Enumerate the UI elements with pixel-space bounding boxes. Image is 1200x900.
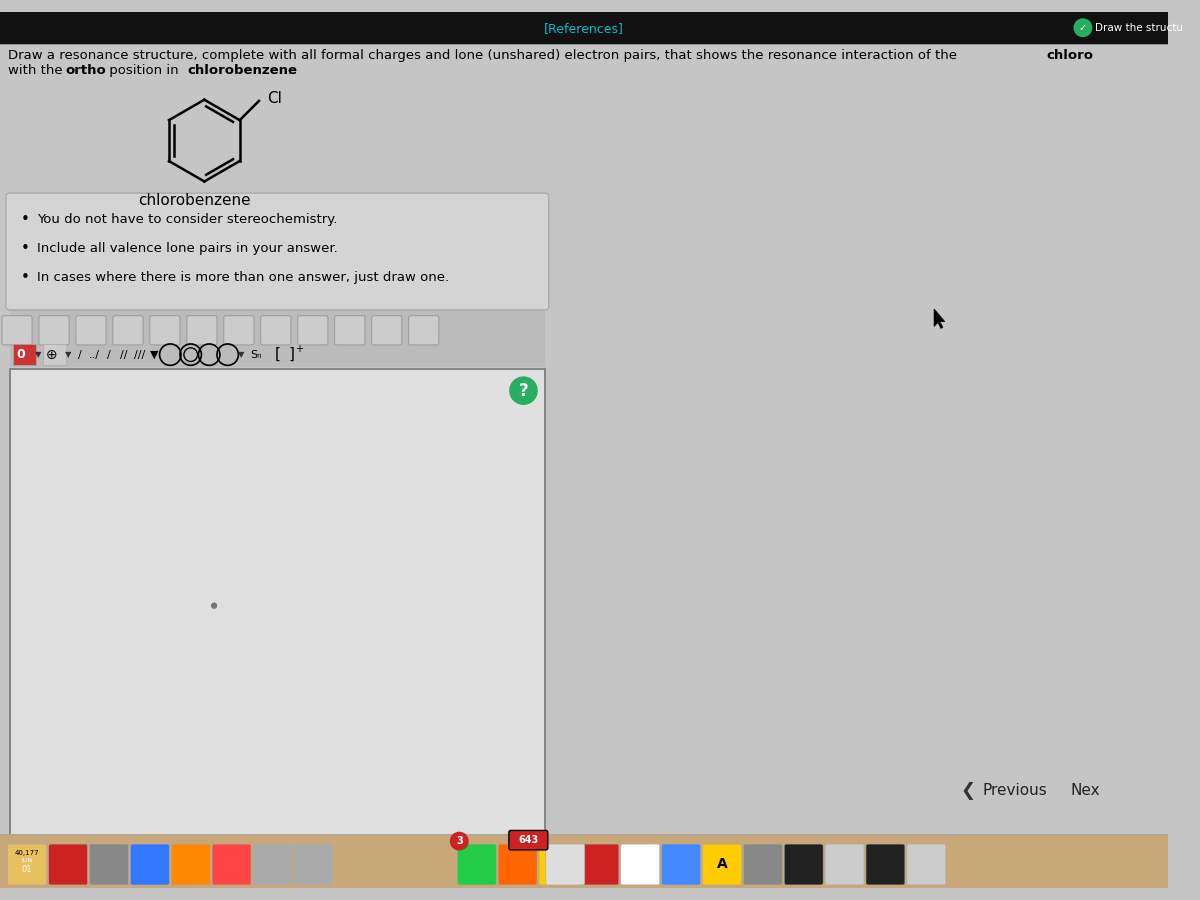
FancyBboxPatch shape bbox=[298, 316, 328, 345]
Polygon shape bbox=[934, 309, 944, 328]
Text: Draw a resonance structure, complete with all formal charges and lone (unshared): Draw a resonance structure, complete wit… bbox=[7, 50, 961, 62]
Bar bbox=[10, 369, 545, 839]
FancyBboxPatch shape bbox=[7, 844, 47, 885]
Text: //: // bbox=[120, 349, 127, 360]
FancyBboxPatch shape bbox=[620, 844, 660, 885]
FancyBboxPatch shape bbox=[131, 844, 169, 885]
FancyBboxPatch shape bbox=[509, 831, 547, 850]
Text: JUN: JUN bbox=[22, 858, 32, 863]
Text: /: / bbox=[107, 349, 110, 360]
Text: ▼: ▼ bbox=[238, 350, 245, 359]
FancyBboxPatch shape bbox=[150, 316, 180, 345]
Text: •: • bbox=[20, 241, 30, 256]
FancyBboxPatch shape bbox=[294, 844, 332, 885]
Circle shape bbox=[1074, 19, 1092, 37]
FancyBboxPatch shape bbox=[335, 316, 365, 345]
Text: ✓: ✓ bbox=[1079, 22, 1087, 32]
Text: ▼: ▼ bbox=[150, 349, 158, 360]
Text: chloro: chloro bbox=[1046, 50, 1093, 62]
Text: ▼: ▼ bbox=[65, 350, 71, 359]
Bar bbox=[13, 344, 36, 365]
FancyBboxPatch shape bbox=[90, 844, 128, 885]
Text: ?: ? bbox=[518, 382, 528, 400]
FancyBboxPatch shape bbox=[907, 844, 946, 885]
Bar bbox=[43, 344, 66, 365]
FancyBboxPatch shape bbox=[187, 316, 217, 345]
FancyBboxPatch shape bbox=[253, 844, 292, 885]
Text: A: A bbox=[716, 858, 727, 871]
Circle shape bbox=[211, 603, 216, 608]
Text: ortho: ortho bbox=[65, 64, 106, 77]
Text: ///: /// bbox=[134, 349, 145, 360]
FancyBboxPatch shape bbox=[6, 194, 548, 310]
FancyBboxPatch shape bbox=[498, 844, 538, 885]
Text: In cases where there is more than one answer, just draw one.: In cases where there is more than one an… bbox=[37, 271, 449, 284]
Text: .: . bbox=[288, 64, 292, 77]
FancyBboxPatch shape bbox=[826, 844, 864, 885]
Text: 40,177: 40,177 bbox=[14, 850, 40, 856]
Text: Previous: Previous bbox=[983, 783, 1048, 798]
Text: 643: 643 bbox=[518, 835, 539, 845]
Text: position in: position in bbox=[106, 64, 182, 77]
Text: 0: 0 bbox=[16, 348, 25, 361]
FancyBboxPatch shape bbox=[866, 844, 905, 885]
FancyBboxPatch shape bbox=[38, 316, 70, 345]
FancyBboxPatch shape bbox=[2, 316, 32, 345]
Text: 01: 01 bbox=[22, 865, 32, 874]
FancyBboxPatch shape bbox=[457, 844, 497, 885]
Text: /: / bbox=[78, 349, 82, 360]
Text: Include all valence lone pairs in your answer.: Include all valence lone pairs in your a… bbox=[37, 242, 337, 255]
FancyBboxPatch shape bbox=[546, 844, 584, 885]
Text: •: • bbox=[20, 270, 30, 285]
FancyBboxPatch shape bbox=[113, 316, 143, 345]
FancyBboxPatch shape bbox=[49, 844, 88, 885]
FancyBboxPatch shape bbox=[76, 316, 106, 345]
FancyBboxPatch shape bbox=[372, 316, 402, 345]
Text: ../: ../ bbox=[89, 349, 100, 360]
Text: Draw the structu: Draw the structu bbox=[1094, 22, 1183, 32]
FancyBboxPatch shape bbox=[212, 844, 251, 885]
FancyBboxPatch shape bbox=[172, 844, 210, 885]
Text: Sₙ: Sₙ bbox=[250, 349, 262, 360]
Text: chlorobenzene: chlorobenzene bbox=[138, 194, 251, 209]
FancyBboxPatch shape bbox=[260, 316, 290, 345]
FancyBboxPatch shape bbox=[743, 844, 782, 885]
Circle shape bbox=[450, 832, 468, 850]
Text: Nex: Nex bbox=[1070, 783, 1100, 798]
Text: +: + bbox=[295, 344, 302, 354]
Circle shape bbox=[510, 377, 538, 404]
Text: 3: 3 bbox=[456, 836, 463, 846]
Bar bbox=[0, 834, 1168, 887]
Text: [References]: [References] bbox=[544, 22, 624, 35]
FancyBboxPatch shape bbox=[702, 844, 742, 885]
FancyBboxPatch shape bbox=[785, 844, 823, 885]
FancyBboxPatch shape bbox=[539, 844, 578, 885]
Bar bbox=[0, 13, 1168, 41]
Text: •: • bbox=[20, 212, 30, 227]
FancyBboxPatch shape bbox=[0, 11, 1169, 44]
FancyBboxPatch shape bbox=[223, 316, 254, 345]
Text: [: [ bbox=[275, 347, 281, 362]
Text: ❮: ❮ bbox=[960, 781, 976, 799]
Text: ⊕: ⊕ bbox=[46, 347, 58, 362]
Text: ]: ] bbox=[289, 347, 295, 362]
Text: with the: with the bbox=[7, 64, 67, 77]
FancyBboxPatch shape bbox=[661, 844, 701, 885]
Text: ▼: ▼ bbox=[35, 350, 41, 359]
FancyBboxPatch shape bbox=[409, 316, 439, 345]
Text: You do not have to consider stereochemistry.: You do not have to consider stereochemis… bbox=[37, 213, 337, 226]
Bar bbox=[10, 307, 545, 367]
Text: Cl: Cl bbox=[266, 92, 282, 106]
Text: chlorobenzene: chlorobenzene bbox=[187, 64, 298, 77]
FancyBboxPatch shape bbox=[580, 844, 619, 885]
